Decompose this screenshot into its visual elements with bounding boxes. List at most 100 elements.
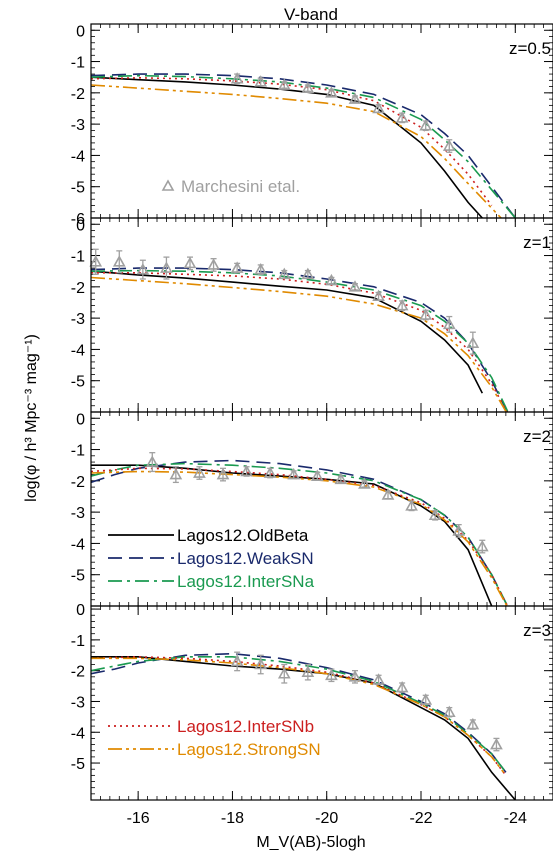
- panel-frame: [90, 217, 553, 413]
- series-OldBeta: [91, 270, 484, 394]
- series-InterSNa: [91, 269, 509, 412]
- y-tick-label: -3: [71, 505, 85, 522]
- x-axis-label: M_V(AB)-5logh: [256, 834, 365, 851]
- obs-point: [216, 467, 230, 480]
- obs-point: [193, 466, 206, 478]
- series-InterSNb: [91, 271, 508, 412]
- y-tick-label: -4: [71, 725, 85, 742]
- y-tick-label: 0: [76, 411, 85, 428]
- chart-title: V-band: [284, 5, 338, 24]
- y-tick-label: -2: [71, 280, 85, 297]
- obs-point: [325, 273, 338, 286]
- obs-point: [395, 680, 409, 693]
- series-WeakSN: [91, 652, 507, 773]
- obs-point: [301, 267, 315, 280]
- panel-1: 0 -1 -2 -3 -4 -5 -6 z=0.5: [71, 23, 553, 228]
- y-tick-label: -1: [71, 249, 85, 266]
- series-InterSNa: [91, 74, 516, 218]
- x-tick-label: -20: [315, 810, 338, 827]
- obs-point: [136, 262, 150, 275]
- panel-2: 0 -1 -2 -3 -4 -5 z=1: [71, 217, 553, 413]
- obs-point: [325, 668, 338, 681]
- obs-point: [310, 469, 324, 481]
- obs-point: [466, 336, 480, 348]
- panel-frame: [90, 605, 553, 801]
- y-tick-label: -2: [71, 86, 85, 103]
- series-StrongSN: [91, 470, 508, 606]
- obs-point: [442, 139, 456, 151]
- y-tick-label: 0: [76, 602, 85, 619]
- obs-point: [442, 317, 456, 330]
- y-tick-label: -3: [71, 694, 85, 711]
- obs-point: [160, 261, 173, 273]
- obs-point: [452, 524, 466, 536]
- y-tick-label: -3: [71, 311, 85, 328]
- panel-frame: [90, 23, 553, 219]
- y-tick-label: -2: [71, 474, 85, 491]
- redshift-label: z=1: [523, 233, 551, 252]
- obs-point: [372, 673, 385, 685]
- obs-point: [442, 705, 456, 718]
- obs-point: [325, 86, 338, 98]
- y-tick-label: -5: [71, 180, 85, 197]
- legend-label-InterSNb: Lagos12.InterSNb: [177, 717, 314, 736]
- redshift-label: z=3: [523, 621, 551, 640]
- obs-point: [405, 499, 418, 511]
- panel-frame: [90, 411, 553, 607]
- obs-point: [372, 101, 385, 114]
- y-tick-label: -3: [71, 117, 85, 134]
- obs-point: [381, 488, 395, 500]
- series-InterSNa: [91, 462, 509, 606]
- obs-point: [254, 75, 268, 87]
- obs-point: [475, 539, 489, 552]
- x-tick-label: -16: [127, 810, 150, 827]
- x-tick-label: -18: [221, 810, 244, 827]
- obs-point: [230, 654, 244, 667]
- y-tick-label: -2: [71, 664, 85, 681]
- series-InterSNa: [91, 655, 507, 773]
- obs-point: [207, 258, 220, 270]
- panel-3: 0 -1 -2 -3 -4 -5 z=2: [71, 411, 553, 607]
- obs-point: [466, 717, 480, 730]
- series-OldBeta: [91, 464, 493, 606]
- y-tick-label: -5: [71, 756, 85, 773]
- x-tick-label: -24: [504, 810, 527, 827]
- obs-point: [230, 261, 244, 273]
- y-tick-label: -6: [71, 211, 85, 228]
- legend-label-WeakSN: Lagos12.WeakSN: [177, 549, 314, 568]
- obs-point: [254, 262, 268, 275]
- obs-point: [348, 92, 362, 104]
- series-StrongSN: [91, 276, 508, 412]
- obs-point: [254, 657, 268, 670]
- obs-point: [419, 693, 433, 705]
- panels-group: 0 -1 -2 -3 -4 -5 -6 z=0.5 0 -1 -2 -3 -4 -5 z=1 0 -1 -2 -3 -…: [71, 23, 553, 827]
- redshift-label: z=2: [523, 427, 551, 446]
- obs-point: [348, 670, 362, 682]
- y-tick-label: -4: [71, 342, 85, 359]
- series-WeakSN: [91, 267, 509, 412]
- obs-point: [183, 256, 197, 269]
- obs-point: [169, 467, 183, 480]
- obs-point: [419, 308, 433, 320]
- obs-point: [490, 737, 503, 750]
- y-tick-label: 0: [76, 23, 85, 40]
- y-tick-label: -1: [71, 443, 85, 460]
- obs-point: [301, 665, 315, 678]
- series-InterSNb: [91, 76, 493, 206]
- obs-point: [277, 267, 291, 280]
- obs-legend-marker: [161, 179, 175, 191]
- obs-point: [277, 78, 291, 90]
- obs-point: [428, 508, 442, 521]
- legend-label-StrongSN: Lagos12.StrongSN: [177, 740, 321, 759]
- obs-point: [277, 667, 291, 679]
- obs-point: [395, 111, 409, 123]
- series-WeakSN: [91, 73, 516, 218]
- obs-point: [263, 466, 277, 478]
- series-StrongSN: [91, 84, 502, 218]
- obs-point: [348, 280, 362, 292]
- y-tick-label: -1: [71, 633, 85, 650]
- obs-point: [287, 467, 301, 480]
- y-axis-label: log(φ / h³ Mpc⁻³ mag⁻¹): [23, 334, 40, 502]
- obs-point: [145, 455, 159, 467]
